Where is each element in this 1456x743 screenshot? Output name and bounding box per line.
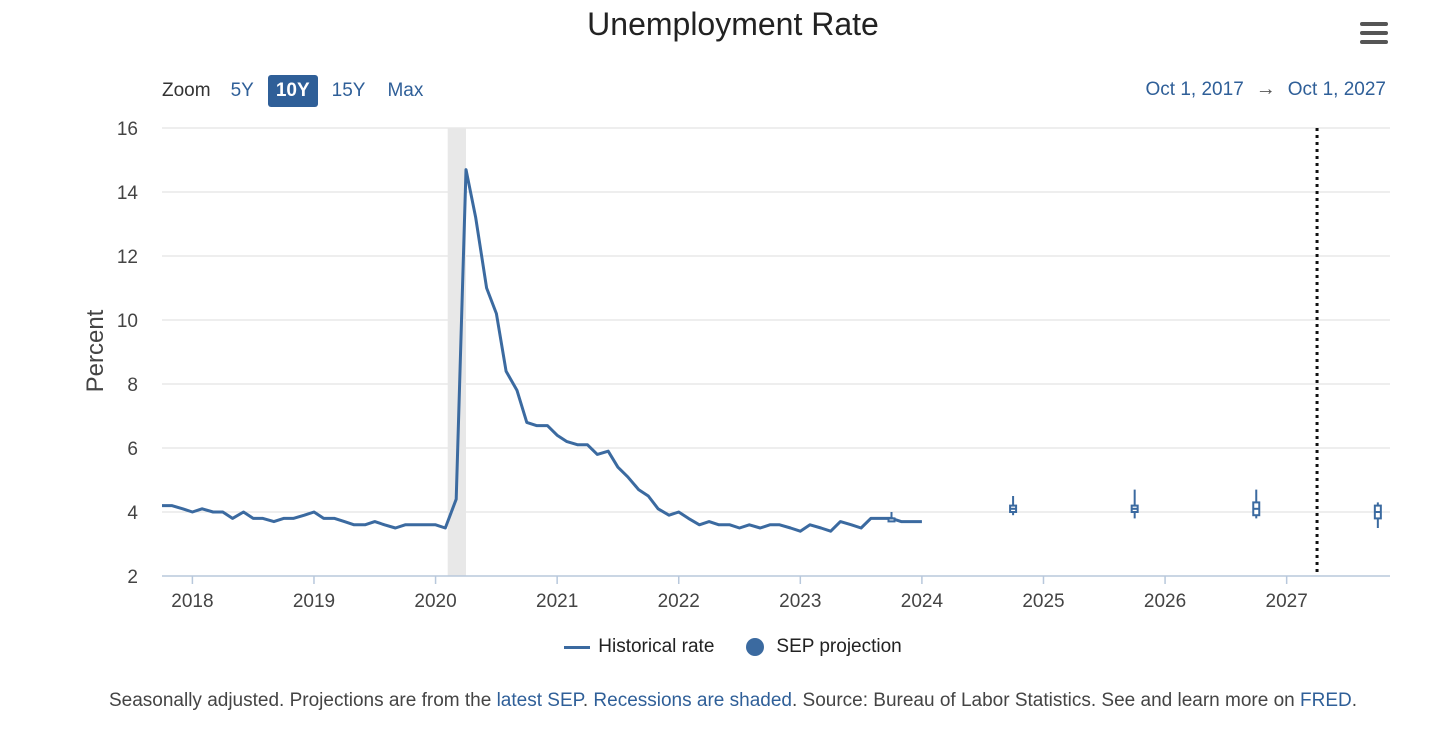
- footer-text-2: .: [582, 690, 594, 711]
- historical-rate-line: [162, 168, 922, 533]
- chart-plot: 2 4 6 8 10 12 14 16 2018 2019 2020 2021 2022 2023 2024…: [82, 119, 1390, 612]
- range-to-input[interactable]: Oct 1, 2027: [1287, 78, 1386, 100]
- legend-label-projection: SEP projection: [776, 636, 902, 657]
- x-tick-label: 2025: [1022, 591, 1064, 612]
- footer-text-4: .: [1351, 690, 1358, 711]
- y-tick-label: 6: [127, 439, 138, 460]
- x-tick-label: 2023: [779, 591, 821, 612]
- x-tick-label: 2024: [901, 591, 944, 612]
- x-tick-label: 2019: [293, 591, 335, 612]
- x-tick-label: 2022: [658, 591, 700, 612]
- y-tick-label: 10: [117, 311, 138, 332]
- zoom-label: Zoom: [162, 80, 211, 101]
- hamburger-menu-icon[interactable]: [1358, 20, 1390, 46]
- date-range: Oct 1, 2017 → Oct 1, 2027: [1146, 78, 1386, 101]
- legend-line-swatch: [564, 645, 591, 649]
- sep-projection-box: [1252, 489, 1261, 519]
- chart-footer: Seasonally adjusted. Projections are fro…: [0, 690, 1456, 712]
- recessions-link[interactable]: Recessions are shaded: [593, 690, 792, 711]
- chart-title: Unemployment Rate: [587, 6, 879, 42]
- x-tick-label: 2026: [1144, 591, 1186, 612]
- x-tick-label: 2027: [1266, 591, 1308, 612]
- footer-text-1: Seasonally adjusted. Projections are fro…: [108, 690, 497, 711]
- axis-layer: 2 4 6 8 10 12 14 16 2018 2019 2020 2021 2022 2023 2024…: [117, 119, 1390, 612]
- legend-item-historical[interactable]: Historical rate: [564, 636, 714, 658]
- x-tick-label: 2018: [171, 591, 213, 612]
- y-tick-label: 2: [127, 567, 138, 588]
- sep-projection-box: [887, 512, 896, 523]
- sep-projection-box: [1130, 489, 1139, 519]
- series-layer: [162, 168, 922, 533]
- y-tick-label: 14: [117, 183, 139, 204]
- zoom-controls: Zoom 5Y 10Y 15Y Max: [162, 74, 437, 108]
- legend-label-historical: Historical rate: [598, 636, 715, 657]
- chart-legend: Historical rate SEP projection: [0, 636, 1456, 658]
- grid-layer: [162, 127, 1390, 576]
- legend-dot-swatch: [746, 638, 765, 656]
- footer-text-3: . Source: Bureau of Labor Statistics. Se…: [791, 690, 1300, 711]
- zoom-max-button[interactable]: Max: [387, 80, 424, 101]
- zoom-15y-button[interactable]: 15Y: [331, 80, 366, 101]
- latest-sep-link[interactable]: latest SEP: [496, 690, 583, 711]
- sep-projection-box: [1009, 496, 1018, 516]
- projection-layer: [887, 489, 1382, 528]
- zoom-5y-button[interactable]: 5Y: [230, 80, 254, 101]
- y-tick-label: 8: [127, 375, 138, 396]
- recession-layer: [447, 128, 466, 576]
- x-tick-label: 2021: [536, 591, 578, 612]
- y-tick-label: 4: [127, 503, 138, 524]
- zoom-10y-button[interactable]: 10Y: [267, 75, 318, 107]
- range-from-input[interactable]: Oct 1, 2017: [1145, 78, 1244, 100]
- y-tick-label: 16: [117, 119, 138, 140]
- legend-item-projection[interactable]: SEP projection: [746, 636, 902, 658]
- x-tick-label: 2020: [414, 591, 456, 612]
- y-tick-label: 12: [117, 247, 138, 268]
- range-arrow-icon: →: [1255, 78, 1276, 100]
- recession-band: [447, 128, 466, 576]
- sep-projection-box: [1373, 502, 1382, 528]
- fred-link[interactable]: FRED: [1300, 690, 1352, 711]
- y-axis-label: Percent: [82, 309, 109, 392]
